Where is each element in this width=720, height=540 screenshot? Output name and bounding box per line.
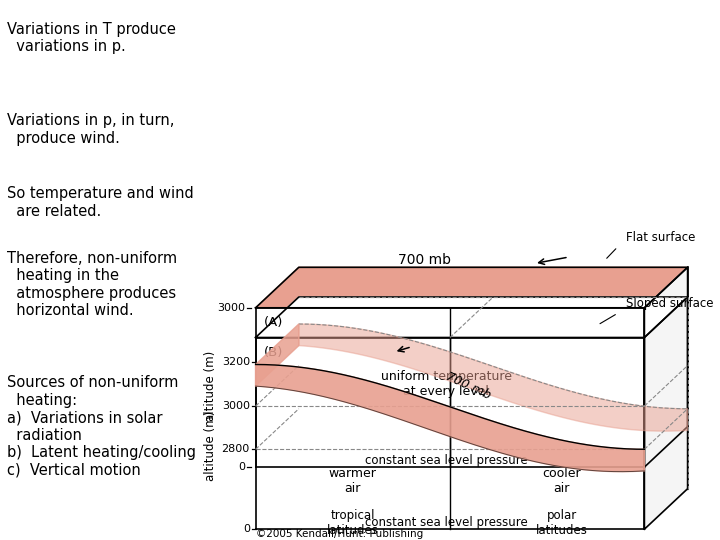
Text: Therefore, non-uniform
  heating in the
  atmosphere produces
  horizontal wind.: Therefore, non-uniform heating in the at…	[7, 251, 177, 318]
Polygon shape	[256, 364, 644, 471]
Text: So temperature and wind
  are related.: So temperature and wind are related.	[7, 186, 194, 219]
Text: Sloped surface: Sloped surface	[626, 298, 714, 310]
Text: constant sea level pressure: constant sea level pressure	[365, 454, 528, 467]
Polygon shape	[256, 267, 688, 308]
Text: (B): (B)	[264, 346, 284, 359]
Text: 2800: 2800	[222, 444, 250, 454]
Text: 3200: 3200	[222, 357, 250, 367]
Text: tropical
latitudes: tropical latitudes	[327, 509, 379, 537]
Text: altitude (m): altitude (m)	[204, 410, 217, 481]
Text: Flat surface: Flat surface	[626, 231, 696, 244]
Polygon shape	[644, 297, 688, 529]
Text: Sources of non-uniform
  heating:
a)  Variations in solar
  radiation
b)  Latent: Sources of non-uniform heating: a) Varia…	[7, 375, 196, 477]
Text: uniform temperature
at every level: uniform temperature at every level	[381, 370, 512, 399]
Text: (A): (A)	[264, 316, 284, 329]
Text: warmer
air: warmer air	[329, 467, 377, 495]
Text: 3000: 3000	[222, 401, 250, 411]
Text: 700 mb: 700 mb	[398, 253, 451, 267]
Text: altitude (m): altitude (m)	[204, 351, 217, 421]
Polygon shape	[256, 324, 299, 386]
Text: polar
latitudes: polar latitudes	[536, 509, 588, 537]
Polygon shape	[256, 338, 644, 529]
Text: constant sea level pressure: constant sea level pressure	[365, 516, 528, 529]
Polygon shape	[644, 267, 688, 467]
Polygon shape	[256, 297, 688, 338]
Polygon shape	[256, 308, 644, 467]
Polygon shape	[299, 324, 688, 431]
Text: 0: 0	[243, 524, 250, 534]
Text: Variations in p, in turn,
  produce wind.: Variations in p, in turn, produce wind.	[7, 113, 174, 146]
Text: 3000: 3000	[217, 303, 245, 313]
Text: 0: 0	[238, 462, 245, 472]
Text: cooler
air: cooler air	[542, 467, 581, 495]
Text: 700 mb: 700 mb	[444, 370, 492, 402]
Text: Variations in T produce
  variations in p.: Variations in T produce variations in p.	[7, 22, 176, 54]
Text: ©2005 Kendall/Hunt: Publishing: ©2005 Kendall/Hunt: Publishing	[256, 529, 423, 539]
